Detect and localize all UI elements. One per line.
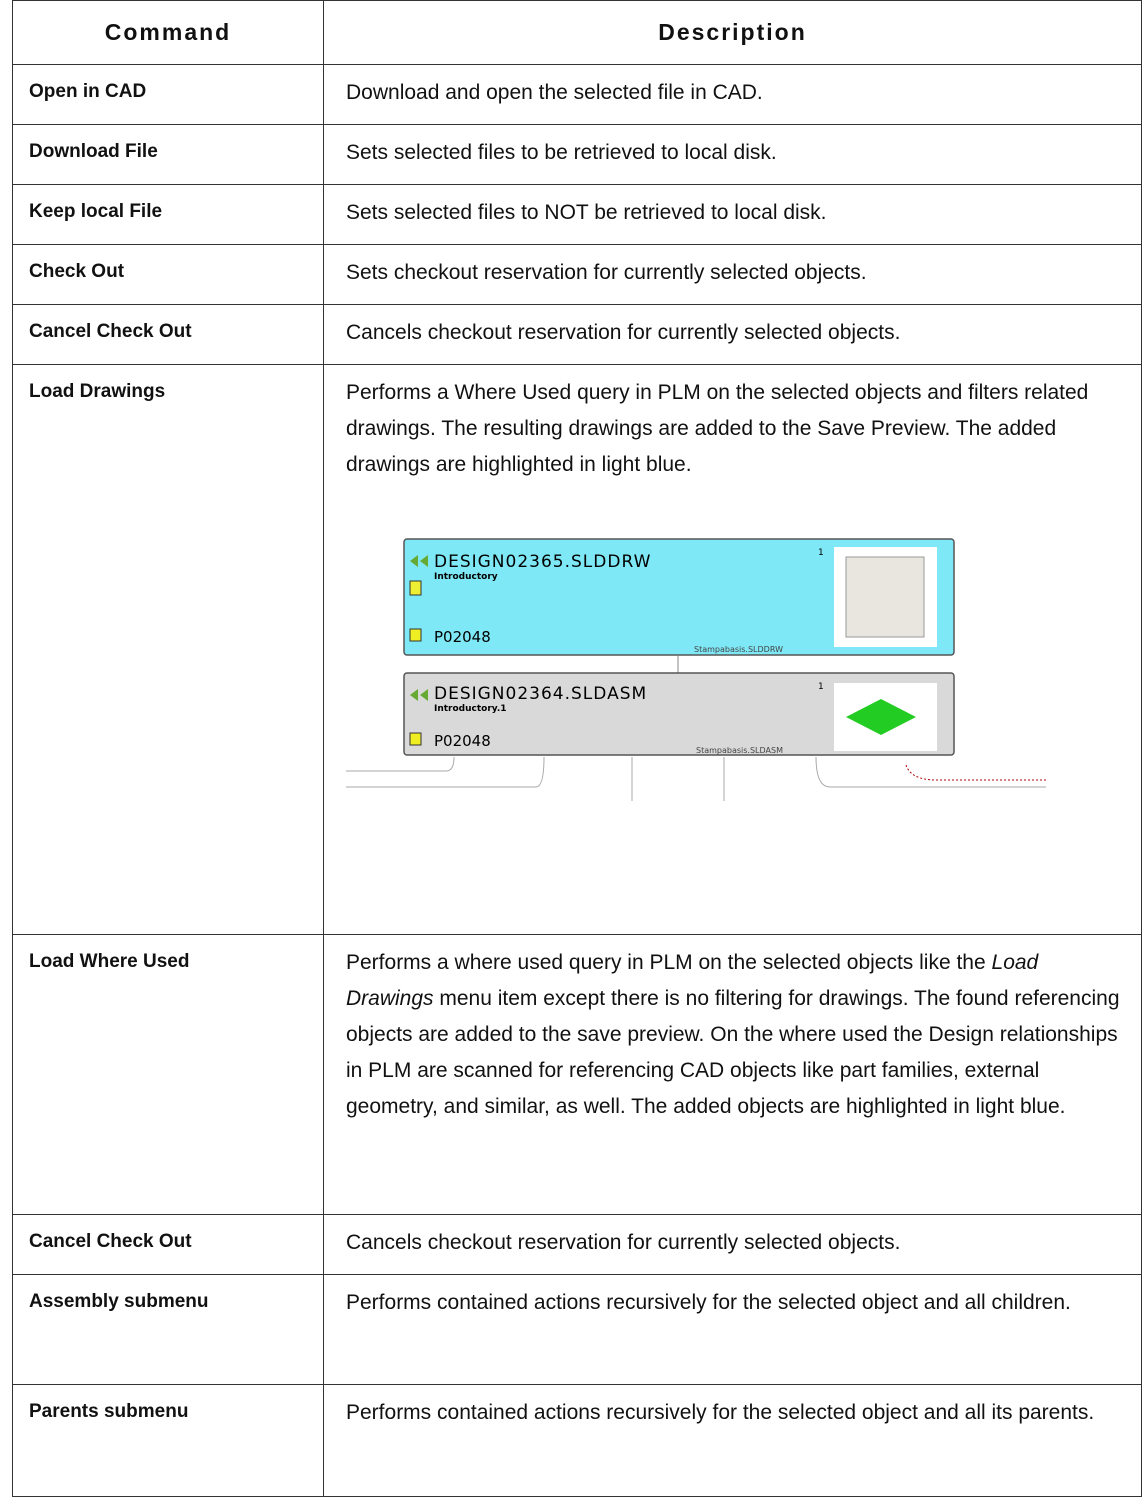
command-table: Command Description Open in CAD Download a… <box>12 0 1142 1497</box>
description: Cancels checkout reservation for current… <box>323 304 1142 365</box>
command: Download File <box>12 124 324 185</box>
node-subtitle: Introductory.1 <box>434 704 507 714</box>
node-name: DESIGN02365.SLDDRW <box>434 552 651 572</box>
command: Check Out <box>12 244 324 305</box>
node-count: 1 <box>818 682 824 692</box>
node-name: DESIGN02364.SLDASM <box>434 684 647 704</box>
header-cell: Command <box>12 0 324 65</box>
header-cell: Description <box>323 0 1142 65</box>
command: Cancel Check Out <box>12 304 324 365</box>
description: Performs a Where Used query in PLM on th… <box>323 364 1142 935</box>
command: Load Drawings <box>12 364 324 935</box>
description: Performs contained actions recursively f… <box>323 1274 1142 1385</box>
node-subtitle: Introductory <box>434 572 498 582</box>
command: Parents submenu <box>12 1384 324 1497</box>
command: Keep local File <box>12 184 324 245</box>
figure: DESIGN02365.SLDDRW Introductory P02048 1… <box>346 538 1046 801</box>
command: Cancel Check Out <box>12 1214 324 1275</box>
description: Performs a where used query in PLM on th… <box>323 934 1142 1215</box>
header-row: Command Description <box>12 0 1142 65</box>
description: Performs contained actions recursively f… <box>323 1384 1142 1497</box>
command: Assembly submenu <box>12 1274 324 1385</box>
command: Open in CAD <box>12 64 324 125</box>
node: DESIGN02365.SLDDRW Introductory P02048 1… <box>403 538 955 656</box>
description-text: Performs a Where Used query in PLM on th… <box>346 381 1089 476</box>
node-file: Stampabasis.SLDDRW <box>694 645 783 654</box>
description: Sets selected files to be retrieved to l… <box>323 124 1142 185</box>
node-part: P02048 <box>434 628 491 646</box>
description: Download and open the selected file in C… <box>323 64 1142 125</box>
text: menu item except there is no filtering f… <box>346 987 1120 1118</box>
emphasis: Load Drawings <box>346 951 1039 1010</box>
command: Load Where Used <box>12 934 324 1215</box>
node-part: P02048 <box>434 732 491 750</box>
node-file: Stampabasis.SLDASM <box>696 746 783 755</box>
description: Sets checkout reservation for currently … <box>323 244 1142 305</box>
node: DESIGN02364.SLDASM Introductory.1 P02048… <box>403 672 955 756</box>
description: Cancels checkout reservation for current… <box>323 1214 1142 1275</box>
description: Sets selected files to NOT be retrieved … <box>323 184 1142 245</box>
node-count: 1 <box>818 548 824 558</box>
text: Performs a where used query in PLM on th… <box>346 951 992 974</box>
